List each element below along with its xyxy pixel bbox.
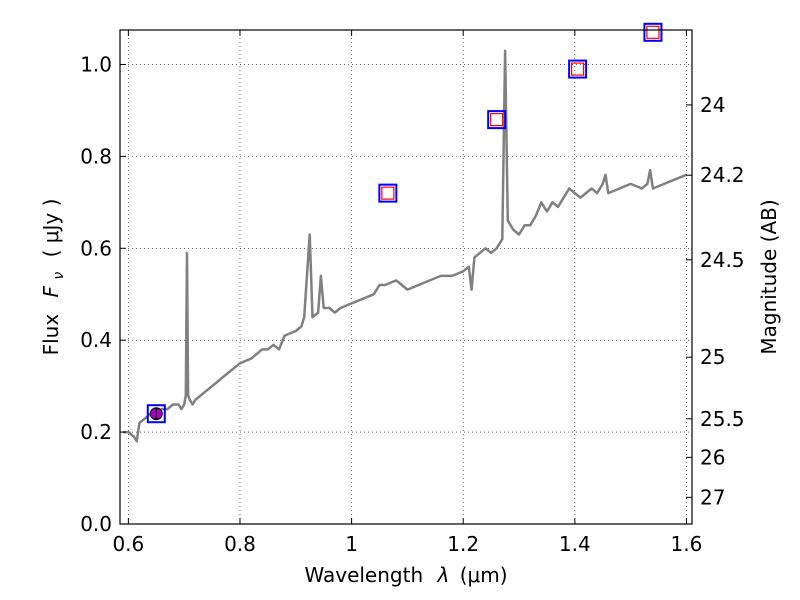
photometry-layer xyxy=(146,22,663,424)
y2-tick-label: 24.5 xyxy=(700,248,745,272)
photometry-marker-outer xyxy=(487,110,507,130)
y2-tick-label: 24 xyxy=(700,93,725,117)
plot-frame xyxy=(119,29,693,525)
y2-axis-label: Magnitude (AB) xyxy=(757,199,781,354)
photometry-point xyxy=(643,22,663,42)
photometry-point xyxy=(146,404,166,424)
y-tick-label: 0.8 xyxy=(80,144,112,168)
y2-tick-label: 26 xyxy=(700,445,725,469)
y-tick-label: 0.2 xyxy=(80,420,112,444)
photometry-marker-inner xyxy=(381,186,395,200)
y-axis-label-symbol: F xyxy=(39,285,63,297)
spectrum-line xyxy=(122,49,687,443)
photometry-point xyxy=(487,110,507,130)
photometry-marker-outer xyxy=(643,22,663,42)
y-tick-label: 1.0 xyxy=(80,52,112,76)
y-axis-label-subscript: ν xyxy=(51,272,67,280)
x-tick-label: 1.2 xyxy=(447,532,479,556)
x-tick-label: 0.8 xyxy=(224,532,256,556)
y-axis-label-text: Flux xyxy=(39,314,63,356)
y-axis-label: Flux F ν ( μJy ) xyxy=(39,199,68,356)
x-axis-label-symbol: λ xyxy=(437,563,450,587)
photometry-marker-inner xyxy=(646,25,660,39)
photometry-marker-outer xyxy=(146,404,166,424)
x-axis-label-text: Wavelength xyxy=(304,563,423,587)
photometry-point xyxy=(568,59,588,79)
photometry-marker-outer xyxy=(568,59,588,79)
spectrum-layer xyxy=(122,49,687,443)
x-tick-label: 1.4 xyxy=(559,532,591,556)
x-tick-label: 0.6 xyxy=(112,532,144,556)
y-axis-label-unit: ( μJy ) xyxy=(39,199,63,258)
photometry-marker-outer xyxy=(378,183,398,203)
y2-tick-label: 27 xyxy=(700,485,725,509)
ticks-layer: 0.6 0.8 1 1.2 1.4 1.6 0.0 0.2 0.4 0.6 0.8 1.0 24 24.2… xyxy=(80,30,745,556)
x-tick-label: 1 xyxy=(345,532,358,556)
y2-tick-label: 24.2 xyxy=(700,163,745,187)
photometry-point xyxy=(378,183,398,203)
y2-tick-label: 25.5 xyxy=(700,407,745,431)
x-axis-label-unit: (μm) xyxy=(460,563,508,587)
grid-lines xyxy=(120,30,692,525)
y2-tick-label: 25 xyxy=(700,345,725,369)
y-tick-label: 0.6 xyxy=(80,236,112,260)
x-axis-label: Wavelength λ (μm) xyxy=(304,563,507,587)
y-tick-label: 0.4 xyxy=(80,328,112,352)
photometry-marker-inner xyxy=(570,62,585,76)
photometry-marker-inner xyxy=(490,113,504,127)
x-tick-label: 1.6 xyxy=(671,532,703,556)
y-tick-label: 0.0 xyxy=(80,512,112,536)
